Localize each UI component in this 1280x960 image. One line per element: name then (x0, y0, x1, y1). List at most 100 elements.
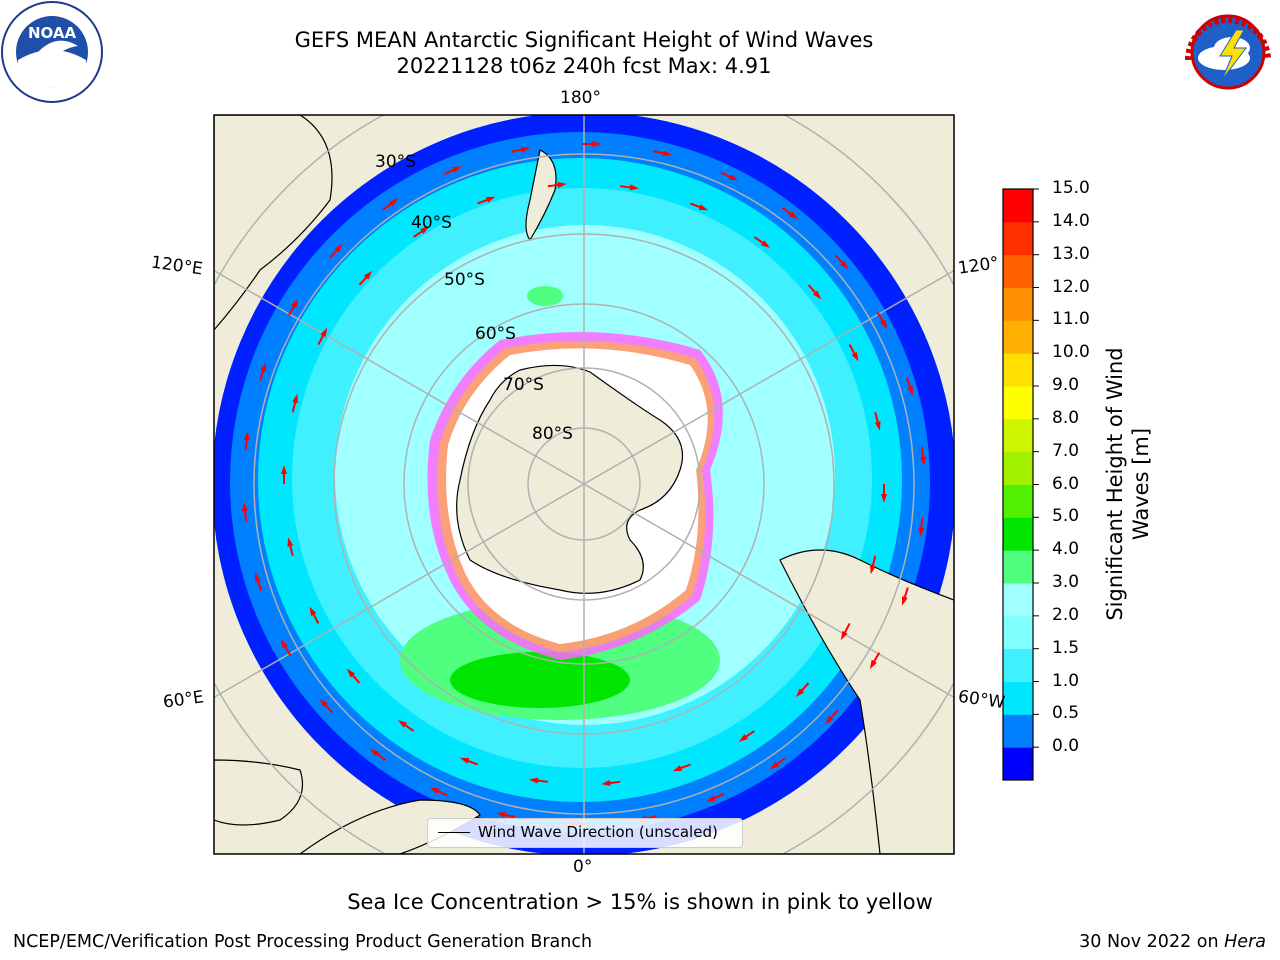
colorbar-block (1003, 189, 1033, 223)
colorbar-tick-label: 6.0 (1052, 473, 1080, 494)
wave-arrow-head (452, 166, 462, 173)
wave-arrow-head (812, 290, 822, 300)
wave-arrow-head (429, 787, 440, 794)
colorbar-block (1003, 681, 1033, 715)
colorbar-tick-label: 7.0 (1052, 440, 1080, 461)
wave-arrow-head (769, 761, 779, 770)
colorbar-block (1003, 287, 1033, 321)
colorbar-tick-label: 2.0 (1052, 604, 1080, 625)
wave-arrow-head (370, 748, 380, 757)
wave-arrow-head (528, 777, 539, 784)
lon-label-0: 0° (573, 857, 593, 877)
wave-arrow-head (241, 502, 248, 512)
wave-arrow-head (874, 421, 881, 431)
colorbar-tick-label: 9.0 (1052, 375, 1080, 395)
wave-arrow-head (706, 795, 716, 802)
footer-left: NCEP/EMC/Verification Post Processing Pr… (13, 932, 593, 952)
wave-arrow-head (287, 537, 294, 547)
colorbar-tick-label: 8.0 (1052, 407, 1080, 428)
wave-arrow-head (840, 260, 849, 270)
colorbar-tick-label: 1.0 (1052, 670, 1080, 691)
wave-arrow-head (869, 659, 877, 670)
colorbar-block (1003, 484, 1033, 518)
colorbar-block (1003, 320, 1033, 354)
chart-title: GEFS MEAN Antarctic Significant Height o… (294, 28, 874, 52)
wave-arrow-head (601, 780, 611, 786)
colorbar-tick-label: 5.0 (1052, 506, 1080, 527)
wave-arrow-head (698, 204, 709, 211)
wave-arrow-head (389, 198, 399, 207)
lon-label-180: 180° (560, 88, 601, 108)
chart-subtitle: 20221128 t06z 240h fcst Max: 4.91 (396, 54, 772, 78)
wave-arrow-head (280, 638, 288, 649)
wave-arrow-head (346, 668, 356, 678)
wave-arrow-head (662, 150, 672, 157)
colorbar-tick-label: 0.0 (1052, 736, 1080, 757)
wave-arrow-head (309, 606, 317, 616)
wave-arrow-head (851, 352, 859, 362)
colorbar-block (1003, 386, 1033, 420)
colorbar-tick-label: 1.5 (1052, 637, 1080, 658)
colorbar-tick-label: 12.0 (1052, 276, 1090, 297)
wave-arrow-head (629, 184, 640, 191)
wave-arrow-head (920, 456, 927, 466)
wave-arrow-head (485, 196, 496, 203)
footer-right: 30 Nov 2022 on Hera (1079, 932, 1266, 952)
colorbar-block (1003, 418, 1033, 453)
wave-arrow-head (557, 182, 567, 188)
wave-arrow-head (319, 698, 328, 708)
wave-height-field (214, 115, 954, 854)
lat-label-60s: 60°S (475, 324, 516, 344)
colorbar-tick-label: 14.0 (1052, 210, 1090, 231)
colorbar-block (1003, 353, 1033, 387)
colorbar-tick-label: 10.0 (1052, 342, 1090, 363)
wave-arrow-head (334, 243, 343, 253)
lat-label-70s: 70°S (503, 375, 544, 395)
colorbar-tick-label: 4.0 (1052, 539, 1080, 560)
colorbar-tick-label: 3.0 (1052, 572, 1080, 592)
wave-arrow-head (881, 493, 887, 503)
colorbar-block (1003, 254, 1033, 288)
wave-arrow-head (320, 327, 328, 338)
colorbar-tick-label: 0.5 (1052, 703, 1080, 724)
wave-arrow-head (260, 362, 267, 372)
wave-arrow-head (592, 140, 602, 147)
wave-arrow-head (901, 596, 908, 606)
madagascar-land (214, 759, 304, 826)
colorbar-block (1003, 714, 1033, 748)
wave-arrow-head (738, 734, 748, 742)
colorbar-block (1003, 583, 1033, 617)
wave-arrow-head (420, 226, 430, 234)
colorbar-block (1003, 550, 1033, 584)
wave-arrow-head (795, 688, 805, 698)
australia-land (214, 115, 333, 331)
footer-host: Hera (1224, 932, 1266, 952)
colorbar-title: Significant Height of Wind Waves [m] (1103, 347, 1153, 621)
map-frame (213, 114, 955, 855)
wave-arrow-head (281, 465, 287, 475)
colorbar-tick-label: 13.0 (1052, 243, 1090, 264)
wave-arrow-head (788, 211, 798, 220)
lat-label-50s: 50°S (444, 270, 485, 290)
wave-arrow-head (728, 174, 739, 181)
lat-label-80s: 80°S (532, 424, 573, 444)
wave-arrow-head (880, 319, 888, 330)
wave-arrow-head (243, 431, 250, 441)
graticule (214, 115, 954, 854)
wave-arrow-head (255, 572, 261, 583)
wave-arrow-head (672, 765, 683, 772)
wave-arrow-head (459, 757, 470, 764)
lat-label-30s: 30°S (375, 152, 416, 172)
nws-logo (1178, 2, 1278, 102)
colorbar-block (1003, 517, 1033, 551)
wave-arrow-head (918, 527, 925, 537)
legend-line-swatch (438, 832, 470, 833)
south-america-land (779, 549, 954, 854)
wave-arrow-head (292, 393, 299, 404)
wave-arrow-head (869, 564, 876, 575)
wave-arrow-head (760, 240, 771, 248)
wave-arrow-head (291, 298, 299, 309)
noaa-logo: NOAA (1, 1, 103, 103)
wave-arrow-head (825, 715, 834, 725)
